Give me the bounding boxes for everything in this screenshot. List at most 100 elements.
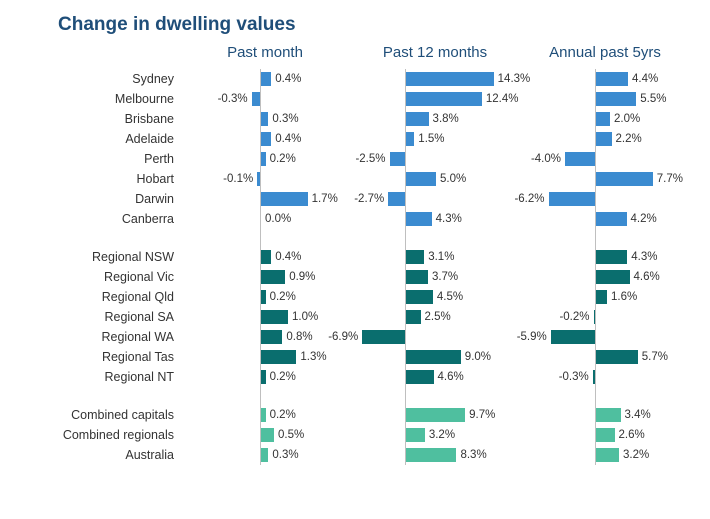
chart-cell: 3.7% <box>350 267 520 287</box>
bar-value: -5.9% <box>517 327 547 347</box>
bar-value: 5.0% <box>440 169 466 189</box>
chart-cell: 0.2% <box>180 405 350 425</box>
bar <box>405 212 432 226</box>
bar <box>595 212 627 226</box>
chart-cell: 8.3% <box>350 445 520 465</box>
bar-value: 0.9% <box>289 267 315 287</box>
bar-value: 3.4% <box>625 405 651 425</box>
bar-value: -6.9% <box>328 327 358 347</box>
chart-cell: 3.2% <box>350 425 520 445</box>
chart-title: Change in dwelling values <box>58 14 700 36</box>
bar-value: 1.3% <box>300 347 326 367</box>
bar <box>260 72 271 86</box>
chart-cell: 4.3% <box>350 209 520 229</box>
bar <box>260 250 271 264</box>
bar-value: -4.0% <box>531 149 561 169</box>
bar <box>594 310 596 324</box>
chart-cell: 9.7% <box>350 405 520 425</box>
chart-cell: -0.3% <box>520 367 690 387</box>
chart-cell: 0.3% <box>180 445 350 465</box>
chart-cell: 3.2% <box>520 445 690 465</box>
bar-value: 1.0% <box>292 307 318 327</box>
bar-value: 0.4% <box>275 247 301 267</box>
bar-value: 1.5% <box>418 129 444 149</box>
bar <box>260 152 266 166</box>
bar <box>595 172 653 186</box>
bar-value: 2.6% <box>619 425 645 445</box>
chart-cell: 5.7% <box>520 347 690 367</box>
chart-cell: -4.0% <box>520 149 690 169</box>
bar <box>405 172 436 186</box>
chart-cell: 0.4% <box>180 247 350 267</box>
row-label: Regional SA <box>10 307 180 327</box>
bar <box>260 350 296 364</box>
chart-cell: -0.2% <box>520 307 690 327</box>
chart-cell: 4.2% <box>520 209 690 229</box>
chart-cell: 14.3% <box>350 69 520 89</box>
row-label: Adelaide <box>10 129 180 149</box>
bar-value: 3.7% <box>432 267 458 287</box>
bar-value: 0.3% <box>272 109 298 129</box>
chart-cell: -2.5% <box>350 149 520 169</box>
bar <box>405 370 434 384</box>
row-label: Regional NSW <box>10 247 180 267</box>
chart-cell: 1.5% <box>350 129 520 149</box>
row-label: Regional Qld <box>10 287 180 307</box>
bar <box>260 192 308 206</box>
bar-value: 0.3% <box>272 445 298 465</box>
chart-cell: 4.5% <box>350 287 520 307</box>
bar <box>595 350 638 364</box>
chart-cell: -2.7% <box>350 189 520 209</box>
row-label: Melbourne <box>10 89 180 109</box>
chart-cell: 1.6% <box>520 287 690 307</box>
chart-cell: 3.1% <box>350 247 520 267</box>
bar-value: -0.2% <box>559 307 589 327</box>
bar <box>405 290 433 304</box>
bar <box>260 408 266 422</box>
chart-cell: 0.2% <box>180 149 350 169</box>
bar-value: 5.7% <box>642 347 668 367</box>
bar-value: 4.2% <box>631 209 657 229</box>
chart-cell: 1.3% <box>180 347 350 367</box>
bar <box>595 132 612 146</box>
chart-cell: 4.3% <box>520 247 690 267</box>
bar-value: 5.5% <box>640 89 666 109</box>
row-labels-column: SydneyMelbourneBrisbaneAdelaidePerthHoba… <box>10 69 180 465</box>
row-label: Canberra <box>10 209 180 229</box>
chart-cell: 2.5% <box>350 307 520 327</box>
chart-cell: 12.4% <box>350 89 520 109</box>
chart-column-annual-5yrs: 4.4%5.5%2.0%2.2%-4.0%7.7%-6.2%4.2%4.3%4.… <box>520 69 690 465</box>
chart-cell: 3.8% <box>350 109 520 129</box>
col-header-annual-5yrs: Annual past 5yrs <box>520 44 690 61</box>
chart-cell: 0.4% <box>180 69 350 89</box>
bar <box>405 92 482 106</box>
bar <box>405 428 425 442</box>
bar <box>260 330 282 344</box>
bar <box>595 72 628 86</box>
bar <box>593 370 595 384</box>
bar-value: 0.2% <box>270 149 296 169</box>
chart-cell: 0.2% <box>180 367 350 387</box>
bar-value: 3.2% <box>429 425 455 445</box>
bar <box>595 428 615 442</box>
bar <box>405 270 428 284</box>
bar <box>595 112 610 126</box>
chart-cell: 2.2% <box>520 129 690 149</box>
bar-value: 4.3% <box>631 247 657 267</box>
bar <box>405 72 494 86</box>
bar-value: -6.2% <box>514 189 544 209</box>
bar-value: 2.0% <box>614 109 640 129</box>
chart-cell: 5.0% <box>350 169 520 189</box>
bar-value: -0.3% <box>218 89 248 109</box>
chart-cell: 5.5% <box>520 89 690 109</box>
bar-value: 0.4% <box>275 69 301 89</box>
row-label: Regional Tas <box>10 347 180 367</box>
bar <box>595 448 619 462</box>
chart-cell: 0.0% <box>180 209 350 229</box>
bar <box>257 172 260 186</box>
row-label: Regional Vic <box>10 267 180 287</box>
bar <box>595 408 621 422</box>
chart-cell: 0.2% <box>180 287 350 307</box>
bar <box>388 192 405 206</box>
bar-value: 8.3% <box>460 445 486 465</box>
